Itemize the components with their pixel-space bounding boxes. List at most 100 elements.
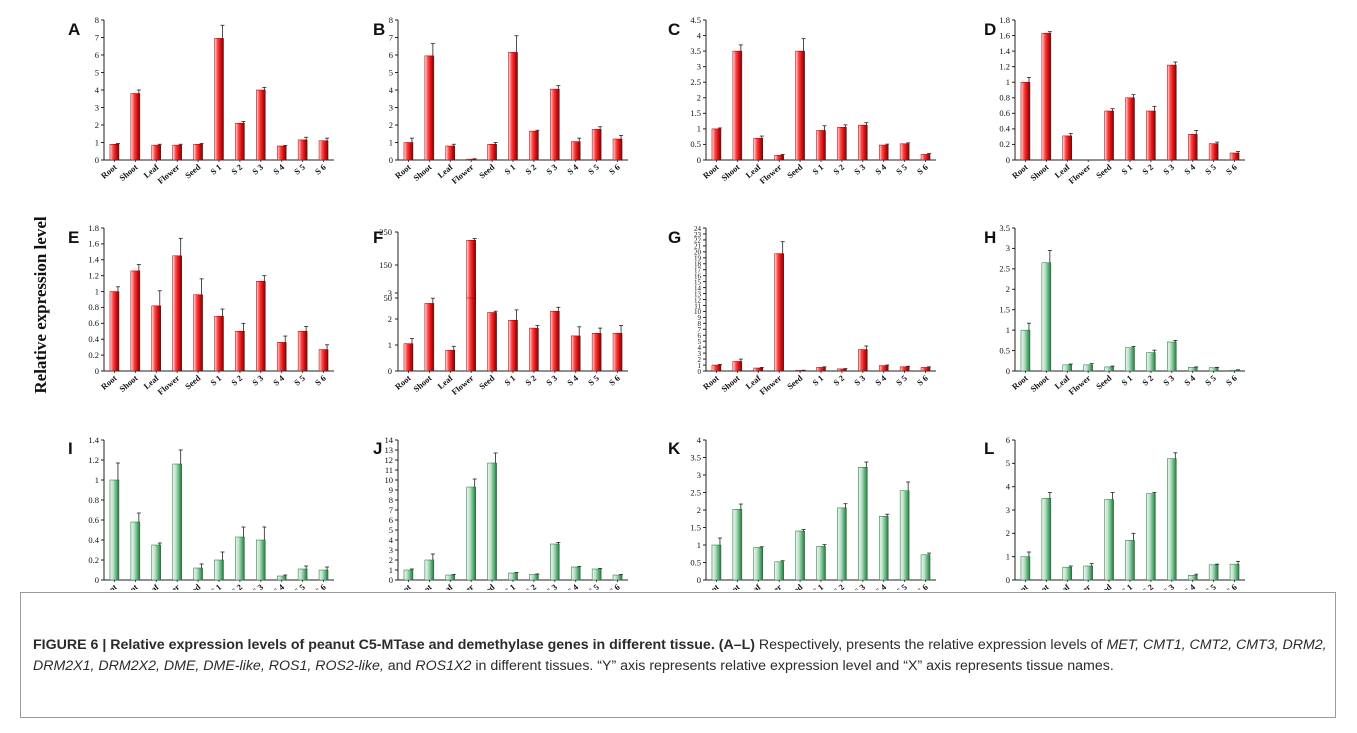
bar (109, 479, 120, 581)
x-tick-label: S 3 (544, 373, 559, 388)
panel-letter: C (668, 20, 680, 39)
y-tick-label: 4 (389, 535, 394, 545)
bar (1208, 564, 1219, 581)
y-tick-label: 2.5 (690, 77, 701, 87)
caption-text-1: Respectively, presents the relative expr… (754, 637, 1107, 653)
bar (858, 124, 868, 161)
bar (570, 141, 581, 161)
y-tick-label: 2.5 (999, 264, 1010, 274)
x-tick-label: S 5 (292, 162, 307, 177)
x-tick-label: Flower (1067, 373, 1093, 397)
y-tick-label: 0.2 (88, 350, 99, 360)
x-tick-label: S 4 (873, 581, 889, 590)
y-tick-label: 13 (385, 445, 394, 455)
y-tick-label: 1.5 (690, 108, 701, 118)
bar (529, 574, 539, 581)
caption-text-2: and (383, 658, 416, 674)
y-tick-label: 10 (385, 475, 394, 485)
y-tick-label: 2 (698, 356, 702, 364)
y-tick-label: 0.8 (999, 93, 1010, 103)
x-tick-label: Shoot (719, 582, 741, 590)
x-tick-label: Shoot (411, 373, 433, 394)
bar (1187, 367, 1198, 372)
bar (550, 543, 560, 581)
y-tick-label: 2 (1006, 528, 1010, 538)
y-tick-label: 3 (697, 61, 701, 71)
x-tick-label: Seed (1094, 582, 1114, 590)
x-tick-label: Flower (1067, 162, 1093, 186)
x-tick-label: S 4 (873, 372, 889, 387)
x-tick-label: S 3 (1161, 582, 1176, 590)
bar (508, 572, 518, 581)
bar (256, 280, 266, 372)
bar (424, 55, 435, 161)
bar (899, 366, 910, 372)
y-tick-label: 1.4 (999, 46, 1010, 56)
panel-letter: L (984, 439, 994, 458)
x-tick-label: S 5 (586, 373, 601, 388)
bar (711, 364, 722, 372)
bar (151, 544, 162, 581)
y-tick-label: 4 (1006, 481, 1011, 491)
x-tick-label: Seed (785, 162, 805, 181)
x-tick-label: S 3 (544, 582, 559, 590)
x-tick-label: Flower (450, 373, 476, 397)
bar (529, 327, 539, 372)
bar (403, 343, 414, 372)
bar (1041, 32, 1052, 161)
bar (550, 88, 560, 161)
y-tick-label: 1.2 (999, 61, 1010, 71)
panel-letter: G (668, 228, 681, 247)
x-tick-label: S 5 (1203, 162, 1218, 177)
bar (1229, 369, 1240, 372)
bar (1187, 134, 1198, 161)
x-tick-label: S 2 (523, 162, 538, 177)
x-tick-label: S 1 (502, 162, 517, 177)
bar (1083, 364, 1093, 372)
y-tick-label: 1.5 (690, 522, 701, 532)
x-tick-label: S 1 (1119, 582, 1134, 590)
x-tick-label: S 2 (831, 373, 846, 388)
bar (591, 129, 602, 161)
panel-j: J01234567891011121314RootShootLeafFlower… (373, 435, 628, 590)
x-tick-label: Flower (156, 373, 182, 397)
bar (318, 349, 329, 372)
y-tick-label: 0 (1006, 575, 1010, 585)
bar (1041, 262, 1052, 372)
y-tick-label: 4 (697, 435, 702, 445)
y-tick-label: 5 (389, 67, 393, 77)
bar (276, 145, 287, 161)
bar (276, 575, 287, 581)
y-tick-label: 0 (95, 575, 99, 585)
x-tick-label: S 3 (852, 582, 867, 590)
y-tick-label: 7 (389, 32, 393, 42)
y-tick-label: 2 (389, 120, 393, 130)
panel-i: I00.20.40.60.811.21.4RootShootLeafFlower… (68, 435, 334, 590)
y-tick-label: 6 (698, 332, 702, 340)
y-axis-label-container: Relative expression level (31, 216, 50, 393)
panel-letter: B (373, 20, 385, 39)
bar (1208, 367, 1219, 372)
y-tick-label: 3 (697, 470, 701, 480)
y-tick-label: 1.2 (88, 455, 99, 465)
y-tick-label: 10 (694, 308, 702, 316)
bar (172, 463, 182, 581)
x-tick-label: S 1 (208, 373, 223, 388)
y-tick-label: 0 (389, 155, 393, 165)
x-tick-label: Shoot (1028, 162, 1050, 183)
x-tick-label: Shoot (117, 582, 139, 590)
y-tick-label: 0 (698, 368, 702, 376)
bar (403, 142, 414, 161)
bar (445, 349, 456, 372)
x-tick-label: S 1 (502, 373, 517, 388)
x-tick-label: S 4 (1182, 372, 1198, 387)
bar (487, 312, 497, 372)
bar (276, 342, 287, 372)
y-tick-label: 3 (1006, 243, 1010, 253)
x-tick-label: Leaf (141, 582, 160, 590)
bar (1104, 366, 1114, 372)
x-tick-label: S 2 (229, 373, 244, 388)
bar (424, 303, 435, 372)
y-tick-label: 16 (694, 272, 702, 280)
